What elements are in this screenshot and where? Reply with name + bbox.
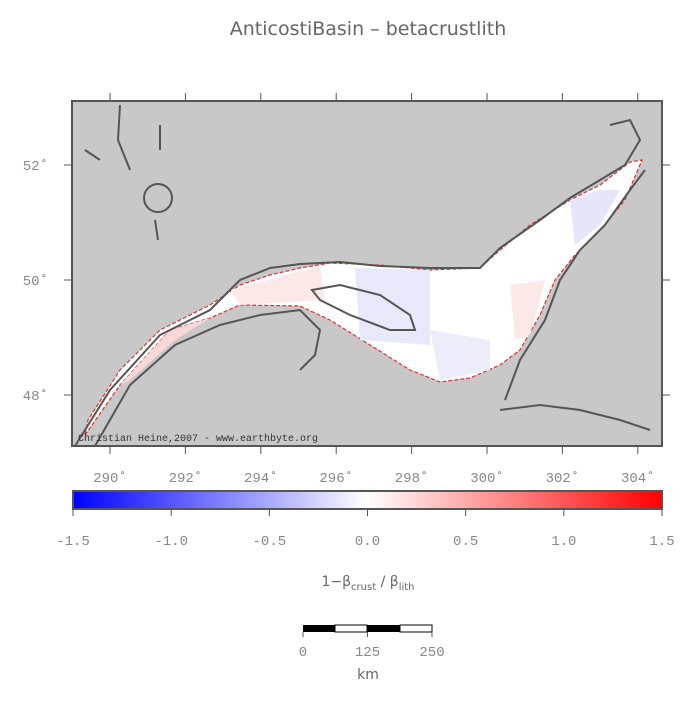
- label-part: 1−β: [321, 574, 351, 590]
- scalebar-tick-label: 250: [419, 645, 444, 661]
- lon-tick-label: 290˚: [93, 471, 127, 487]
- lon-tick-label: 294˚: [244, 471, 278, 487]
- lon-tick-label: 300˚: [470, 471, 504, 487]
- label-sub: lith: [399, 582, 415, 593]
- colorbar-tick-label: -1.5: [56, 534, 90, 550]
- colorbar-tick-label: 1.0: [551, 534, 576, 550]
- lon-tick-label: 302˚: [546, 471, 580, 487]
- map: Christian Heine,2007 - www.earthbyte.org: [72, 101, 662, 446]
- credit: Christian Heine,2007 - www.earthbyte.org: [78, 433, 318, 445]
- label-part: / β: [376, 574, 399, 590]
- colorbar-tick-label: -1.0: [154, 534, 188, 550]
- map-frame: [71, 100, 663, 447]
- colorbar-tick-label: 1.5: [649, 534, 674, 550]
- scalebar-unit: km: [357, 667, 379, 683]
- lon-tick-label: 296˚: [319, 471, 353, 487]
- lon-tick-label: 298˚: [395, 471, 429, 487]
- scalebar-tick-label: 0: [299, 645, 307, 661]
- colorbar-tick-label: 0.5: [453, 534, 478, 550]
- colorbar-label: 1−βcrust / βlith: [321, 574, 414, 593]
- lon-tick-label: 304˚: [621, 471, 655, 487]
- lon-tick-label: 292˚: [169, 471, 203, 487]
- label-sub: crust: [351, 582, 376, 593]
- lat-tick-label: 48˚: [23, 389, 48, 405]
- colorbar: [72, 490, 663, 510]
- lat-tick-label: 52˚: [23, 159, 48, 175]
- scalebar: [303, 624, 433, 633]
- colorbar-tick-label: 0.0: [355, 534, 380, 550]
- scalebar-tick-label: 125: [355, 645, 380, 661]
- title: AnticostiBasin – betacrustlith: [230, 18, 506, 40]
- lat-tick-label: 50˚: [23, 274, 48, 290]
- colorbar-tick-label: -0.5: [253, 534, 287, 550]
